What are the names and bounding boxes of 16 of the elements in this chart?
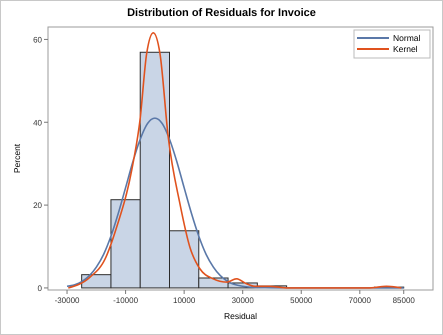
legend-label: Kernel (393, 44, 418, 54)
y-tick-label: 40 (33, 118, 43, 128)
legend-label: Normal (393, 33, 421, 43)
x-tick-label: 70000 (348, 296, 372, 305)
y-tick-label: 20 (33, 201, 43, 210)
x-tick-label: 30000 (232, 296, 254, 305)
x-tick-label: 10000 (173, 296, 196, 305)
x-tick-label: -30000 (54, 296, 80, 305)
y-tick-label: 60 (33, 35, 43, 44)
y-tick-label: 0 (38, 284, 43, 293)
x-tick-label: -10000 (113, 296, 139, 305)
x-tick-label: 85000 (392, 296, 416, 305)
x-axis-title: Residual (224, 311, 258, 321)
chart-title: Distribution of Residuals for Invoice (127, 7, 316, 19)
x-tick-label: 50000 (290, 296, 313, 305)
y-axis-title: Percent (12, 143, 22, 174)
